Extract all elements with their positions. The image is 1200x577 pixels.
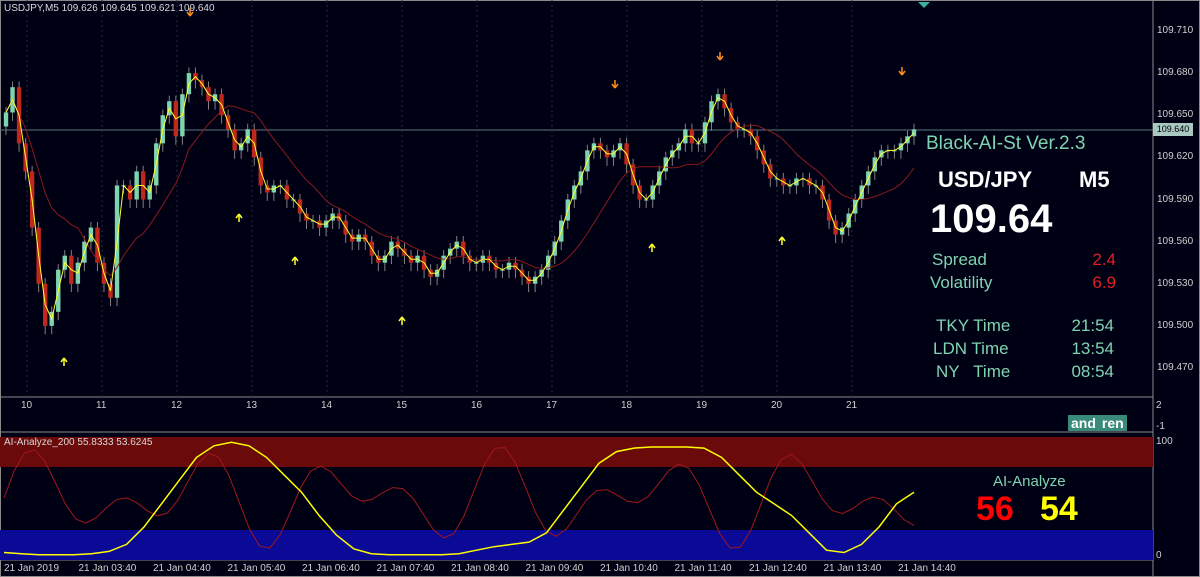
overbought-band [0, 437, 1153, 467]
time-tick-label: 21 Jan 10:40 [600, 563, 658, 574]
price-tick-label: 109.710 [1157, 25, 1194, 36]
x-tick-label: 14 [321, 400, 333, 411]
timeframe: M5 [1079, 167, 1110, 192]
indicator-side-tick: -1 [1156, 421, 1165, 432]
candle-body [3, 112, 9, 127]
ldn-time-label: LDN Time [933, 339, 1009, 358]
oversold-band [0, 530, 1153, 560]
time-tick-label: 21 Jan 11:40 [674, 563, 732, 574]
ai-red-value: 56 [976, 490, 1014, 528]
x-tick-label: 15 [396, 400, 408, 411]
price-tick-label: 109.470 [1157, 362, 1194, 373]
x-tick-label: 17 [546, 400, 558, 411]
time-tick-label: 21 Jan 03:40 [78, 563, 137, 574]
price-tick-label: 109.530 [1157, 277, 1194, 289]
indicator-tick-0: 0 [1156, 550, 1162, 561]
buy-arrow-icon [291, 256, 299, 265]
x-tick-label: 10 [21, 400, 33, 411]
indicator-yellow-line [3, 441, 915, 556]
current-price-tag: 109.640 [1153, 123, 1193, 136]
time-tick-label: 21 Jan 09:40 [525, 563, 584, 574]
ai-yellow-value: 54 [1040, 490, 1078, 528]
x-tick-label: 19 [696, 400, 708, 411]
buy-arrow-icon [60, 357, 68, 366]
ai-analyze-label: AI-Analyze [993, 473, 1066, 490]
sell-arrow-icon [186, 8, 194, 17]
x-tick-label: 18 [621, 400, 633, 411]
shift-marker-icon[interactable] [918, 2, 930, 8]
price-tick-label: 109.560 [1157, 235, 1194, 247]
x-tick-label: 21 [846, 400, 858, 411]
indicator-tick-100: 100 [1156, 436, 1173, 447]
brand-logo: and ren [1068, 415, 1127, 431]
x-tick-label: 12 [171, 400, 183, 411]
x-tick-label: 20 [771, 400, 783, 411]
buy-arrow-icon [648, 243, 656, 252]
fast-ma-line [5, 75, 915, 321]
price-tick-label: 109.590 [1157, 193, 1194, 205]
currency-pair: USD/JPY [938, 167, 1033, 192]
indicator-red-line [3, 447, 915, 549]
tky-time-label: TKY Time [936, 316, 1011, 335]
time-tick-label: 21 Jan 06:40 [302, 563, 360, 574]
ny-time-value: 08:54 [1071, 362, 1114, 381]
buy-arrow-icon [778, 236, 786, 245]
logo-part: ren [1098, 415, 1127, 431]
x-tick-label: 13 [246, 400, 258, 411]
buy-arrow-icon [398, 316, 406, 325]
indicator-header: AI-Analyze_200 55.8333 53.6245 [4, 437, 153, 448]
x-tick-label: 11 [96, 400, 107, 411]
sell-arrow-icon [716, 52, 724, 61]
volatility-value: 6.9 [1092, 273, 1116, 292]
price-tick-label: 109.500 [1157, 319, 1194, 331]
logo-part: and [1068, 415, 1099, 431]
time-tick-label: 21 Jan 12:40 [749, 563, 807, 574]
buy-arrow-icon [235, 213, 243, 222]
spread-label: Spread [932, 250, 987, 269]
time-tick-label: 21 Jan 2019 [4, 563, 60, 574]
current-price: 109.64 [930, 197, 1053, 241]
price-tick-label: 109.680 [1157, 67, 1194, 79]
indicator-side-tick: 2 [1156, 400, 1162, 411]
sell-arrow-icon [898, 67, 906, 76]
price-tick-label: 109.650 [1157, 109, 1194, 121]
slow-ma-line [5, 98, 915, 277]
time-tick-label: 21 Jan 13:40 [823, 563, 882, 574]
x-tick-label: 16 [471, 400, 483, 411]
sell-arrow-icon [611, 80, 619, 89]
panel-title: Black-AI-St Ver.2.3 [926, 133, 1086, 154]
ldn-time-value: 13:54 [1071, 339, 1114, 358]
price-tick-label: 109.620 [1157, 151, 1194, 163]
tky-time-value: 21:54 [1071, 316, 1114, 335]
ny-time-label: NY Time [936, 362, 1011, 381]
time-tick-label: 21 Jan 07:40 [376, 563, 435, 574]
time-tick-label: 21 Jan 04:40 [153, 563, 211, 574]
time-tick-label: 21 Jan 05:40 [227, 563, 286, 574]
spread-value: 2.4 [1092, 250, 1116, 269]
time-tick-label: 21 Jan 14:40 [898, 563, 956, 574]
volatility-label: Volatility [930, 273, 993, 292]
time-tick-label: 21 Jan 08:40 [451, 563, 509, 574]
chart-header: USDJPY,M5 109.626 109.645 109.621 109.64… [4, 3, 215, 14]
